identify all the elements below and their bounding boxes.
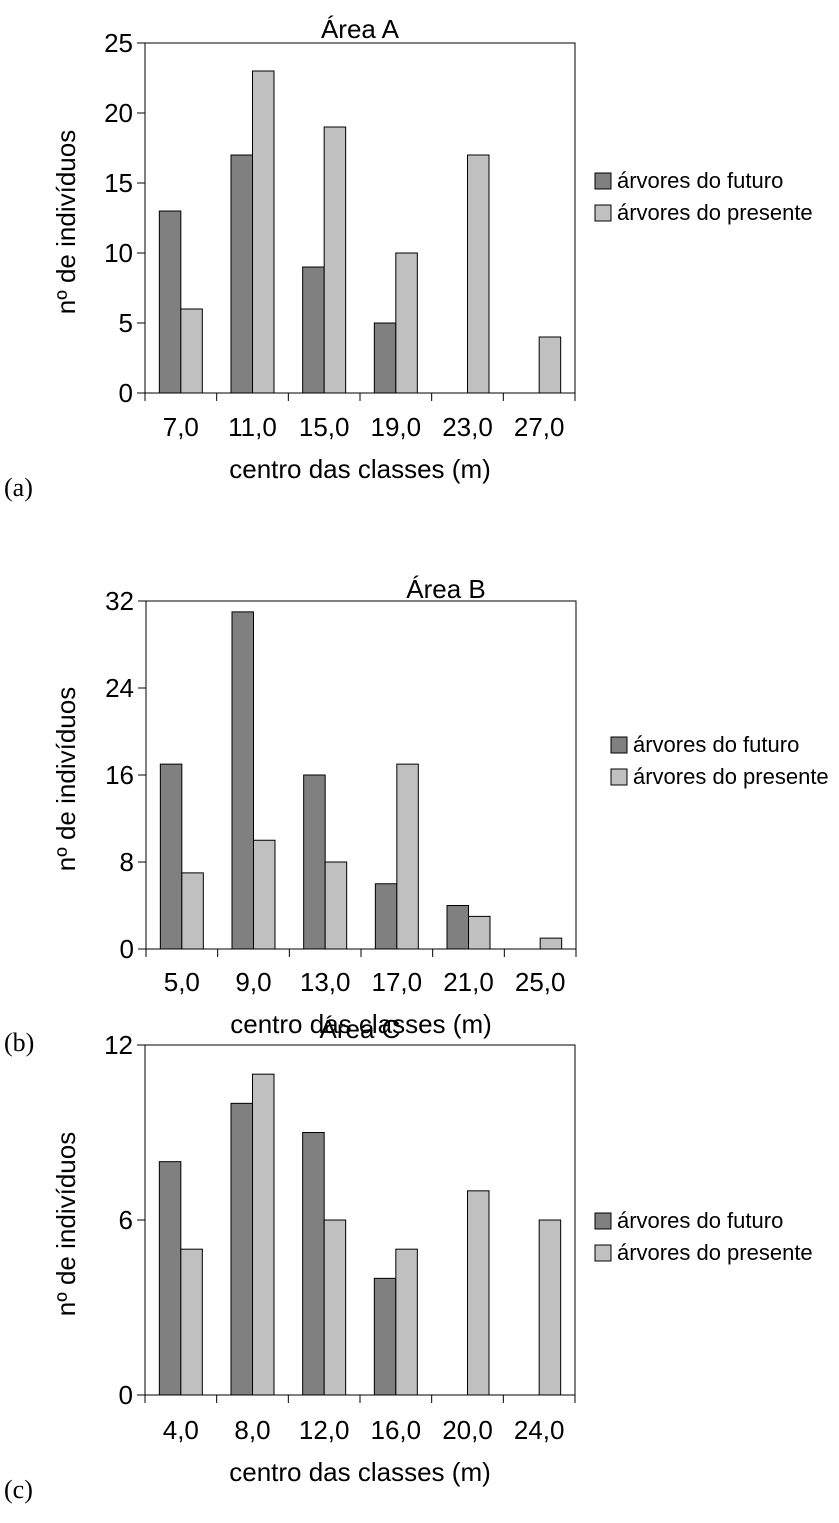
- x-tick-label: 20,0: [442, 1415, 493, 1445]
- chart-title: Área B: [406, 574, 486, 604]
- x-tick-label: 13,0: [300, 967, 351, 997]
- y-tick-label: 20: [104, 98, 133, 128]
- bar-series-2[interactable]: [180, 1248, 203, 1396]
- legend-swatch: [594, 1212, 612, 1230]
- plot-area-frame: [144, 1044, 576, 1396]
- legend-label: árvores do presente: [617, 200, 813, 225]
- legend-swatch: [594, 172, 612, 190]
- y-tick-label: 5: [119, 308, 133, 338]
- y-tick-label: 0: [119, 1380, 133, 1410]
- bar-series-1[interactable]: [158, 210, 182, 394]
- bar-series-1[interactable]: [302, 266, 325, 394]
- bar-series-1[interactable]: [231, 611, 254, 950]
- y-tick-label: 32: [105, 586, 134, 616]
- bar-series-2[interactable]: [467, 1190, 490, 1396]
- legend-swatch: [610, 768, 628, 786]
- y-tick-label: 24: [105, 673, 134, 703]
- y-tick-label: 25: [104, 28, 133, 58]
- chart-panel-1: Área A 0 5 10 15 20 25 nº de indivíduos 7,0 11,0 1…: [4, 14, 813, 502]
- legend-label: árvores do presente: [633, 764, 829, 789]
- y-tick-label: 8: [120, 847, 134, 877]
- legend-label: árvores do futuro: [633, 732, 799, 757]
- panel-label: (b): [4, 1028, 34, 1057]
- bar-series-2[interactable]: [324, 861, 348, 950]
- bar-series-1[interactable]: [159, 763, 183, 950]
- x-tick-label: 15,0: [299, 412, 350, 442]
- x-axis-label: centro das classes (m): [229, 1457, 491, 1487]
- legend-swatch: [594, 204, 612, 222]
- y-axis-label: nº de indivíduos: [51, 130, 81, 314]
- legend-label: árvores do presente: [617, 1240, 813, 1265]
- bar-series-1[interactable]: [230, 154, 253, 394]
- bar-series-2[interactable]: [395, 1248, 418, 1396]
- legend-label: árvores do futuro: [617, 168, 783, 193]
- y-tick-label: 0: [120, 934, 134, 964]
- x-tick-label: 8,0: [234, 1415, 270, 1445]
- legend-swatch: [610, 736, 628, 754]
- bar-series-1[interactable]: [158, 1161, 182, 1396]
- y-tick-label: 6: [119, 1205, 133, 1235]
- bar-series-2[interactable]: [468, 915, 491, 950]
- y-tick-label: 15: [104, 168, 133, 198]
- x-tick-label: 4,0: [163, 1415, 199, 1445]
- bar-series-1[interactable]: [373, 1277, 397, 1396]
- bar-series-2[interactable]: [539, 937, 563, 950]
- bar-series-2[interactable]: [396, 763, 419, 950]
- x-tick-label: 17,0: [372, 967, 423, 997]
- plot-area-frame: [144, 42, 576, 394]
- x-axis-label: centro das classes (m): [230, 1009, 492, 1039]
- plot-area-frame: [145, 600, 577, 950]
- x-tick-label: 19,0: [371, 412, 422, 442]
- x-tick-label: 21,0: [443, 967, 494, 997]
- x-tick-label: 24,0: [514, 1415, 565, 1445]
- panel-label: (a): [4, 473, 33, 502]
- chart-panel-2: Área B 0 8 16 24 32 nº de indivíduos 5,0 9,0 13,0…: [4, 574, 829, 1057]
- bar-series-1[interactable]: [302, 1132, 325, 1396]
- y-tick-label: 16: [105, 760, 134, 790]
- y-tick-label: 10: [104, 238, 133, 268]
- bar-series-1[interactable]: [374, 883, 398, 950]
- bar-series-1[interactable]: [303, 774, 326, 950]
- bar-series-2[interactable]: [538, 1219, 562, 1396]
- x-tick-label: 16,0: [371, 1415, 422, 1445]
- chart-title: Área C: [320, 1014, 401, 1044]
- bar-series-2[interactable]: [252, 70, 275, 394]
- x-tick-label: 9,0: [235, 967, 271, 997]
- x-tick-label: 7,0: [163, 412, 199, 442]
- panel-label: (c): [4, 1475, 33, 1504]
- x-tick-label: 11,0: [228, 412, 277, 442]
- bar-series-2[interactable]: [395, 252, 418, 394]
- bar-series-2[interactable]: [253, 839, 276, 950]
- bar-series-2[interactable]: [180, 308, 203, 394]
- x-tick-label: 23,0: [442, 412, 493, 442]
- bar-series-2[interactable]: [538, 336, 562, 394]
- bar-series-2[interactable]: [467, 154, 490, 394]
- x-tick-label: 25,0: [515, 967, 566, 997]
- x-tick-label: 27,0: [514, 412, 565, 442]
- chart-title: Área A: [321, 14, 400, 44]
- legend-label: árvores do futuro: [617, 1208, 783, 1233]
- bar-series-1[interactable]: [446, 905, 469, 950]
- bar-series-1[interactable]: [230, 1102, 253, 1396]
- y-axis-label: nº de indivíduos: [51, 687, 81, 871]
- x-axis-label: centro das classes (m): [229, 454, 491, 484]
- bar-series-2[interactable]: [252, 1073, 275, 1396]
- bar-series-2[interactable]: [323, 1219, 347, 1396]
- y-tick-label: 0: [119, 378, 133, 408]
- y-axis-label: nº de indivíduos: [51, 1132, 81, 1316]
- bar-series-2[interactable]: [323, 126, 347, 394]
- chart-panel-3: Área C 0 6 12 nº de indivíduos 4,0 8,0 12,0 16,0…: [4, 1014, 813, 1504]
- bar-series-2[interactable]: [181, 872, 204, 950]
- legend-swatch: [594, 1244, 612, 1262]
- x-tick-label: 12,0: [299, 1415, 350, 1445]
- bar-series-1[interactable]: [373, 322, 397, 394]
- y-tick-label: 12: [104, 1030, 133, 1060]
- x-tick-label: 5,0: [164, 967, 200, 997]
